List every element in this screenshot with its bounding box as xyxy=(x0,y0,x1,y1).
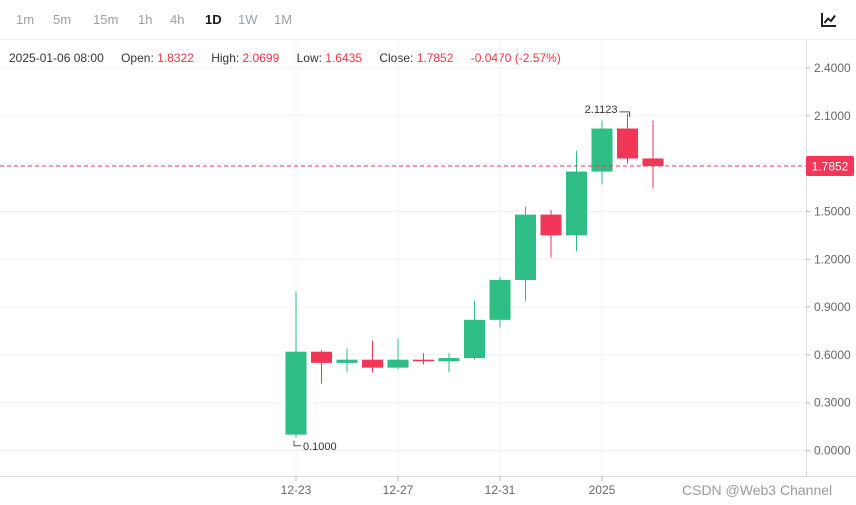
y-tick-label: 0.0000 xyxy=(814,444,851,458)
y-tick-label: 1.2000 xyxy=(814,252,851,266)
candle-body xyxy=(362,359,383,368)
candle-body xyxy=(438,358,460,362)
candle-body xyxy=(311,351,332,363)
max-price-label: 2.1123 xyxy=(585,104,618,116)
timeframe-1h[interactable]: 1h xyxy=(138,12,153,27)
timeframe-1m[interactable]: 1m xyxy=(16,12,35,27)
candle-body xyxy=(591,128,613,172)
min-price-label: 0.1000 xyxy=(303,441,337,453)
high-label: High: xyxy=(211,51,240,65)
x-tick-label: 12-31 xyxy=(485,483,516,497)
candle-body xyxy=(336,359,358,363)
candlestick-chart[interactable]: 0.00000.30000.60000.90001.20001.50001.80… xyxy=(0,40,856,505)
low-label: Low: xyxy=(296,51,322,65)
y-tick-label: 0.6000 xyxy=(814,348,851,362)
legend-date: 2025-01-06 08:00 xyxy=(9,51,104,65)
y-tick-label: 2.1000 xyxy=(814,109,851,123)
change-value: -0.0470 (-2.57%) xyxy=(470,51,561,65)
close-label: Close: xyxy=(379,51,414,65)
candle-body xyxy=(515,214,536,280)
last-price-tag xyxy=(806,155,854,176)
timeframe-1w[interactable]: 1W xyxy=(238,12,258,27)
candle-body xyxy=(540,214,562,236)
open-label: Open: xyxy=(121,51,154,65)
candle-body xyxy=(387,359,409,368)
x-tick-label: 2025 xyxy=(589,483,616,497)
timeframe-1mo[interactable]: 1M xyxy=(274,12,293,27)
candle-body xyxy=(464,319,485,359)
candle-body xyxy=(642,158,664,166)
line-chart-icon[interactable] xyxy=(819,10,839,30)
watermark: CSDN @Web3 Channel xyxy=(682,482,833,498)
x-tick-label: 12-23 xyxy=(281,483,312,497)
min-marker xyxy=(293,440,301,447)
max-marker xyxy=(619,111,630,117)
candle-body xyxy=(285,351,307,435)
high-value: 2.0699 xyxy=(242,51,280,65)
low-value: 1.6435 xyxy=(325,51,362,65)
candle-body xyxy=(617,128,638,159)
y-tick-label: 0.3000 xyxy=(814,396,851,410)
candle-body xyxy=(489,279,511,320)
candle-body xyxy=(566,171,587,236)
open-value: 1.8322 xyxy=(157,51,194,65)
candle-body xyxy=(413,359,434,362)
timeframe-4h[interactable]: 4h xyxy=(170,12,185,27)
close-value: 1.7852 xyxy=(416,51,454,65)
x-tick-label: 12-27 xyxy=(383,483,414,497)
timeframe-5m[interactable]: 5m xyxy=(53,12,72,27)
timeframe-1d[interactable]: 1D xyxy=(205,12,222,27)
ohlc-legend: 2025-01-06 08:00 Open: 1.8322 High: 2.06… xyxy=(9,51,561,65)
timeframe-15m[interactable]: 15m xyxy=(93,12,119,27)
y-tick-label: 2.4000 xyxy=(814,61,851,75)
y-tick-label: 1.5000 xyxy=(814,204,851,218)
timeframe-toolbar: 1m 5m 15m 1h 4h 1D 1W 1M xyxy=(0,0,856,40)
y-tick-label: 0.9000 xyxy=(814,300,851,314)
last-price-label: 1.7852 xyxy=(812,159,849,173)
